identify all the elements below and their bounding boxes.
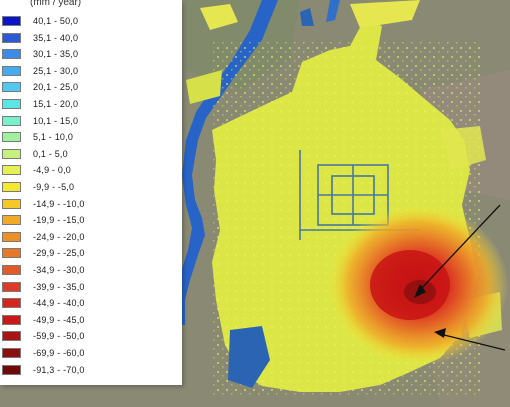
legend-swatch: [2, 314, 21, 325]
legend-row: -4,9 - 0,0: [2, 164, 177, 177]
legend-swatch: [2, 364, 21, 375]
legend-label: -34,9 - -30,0: [33, 265, 85, 275]
legend-swatch: [2, 248, 21, 259]
legend-row: -19,9 - -15,0: [2, 214, 177, 227]
legend-row: -44,9 - -40,0: [2, 297, 177, 310]
legend-row: -69,9 - -60,0: [2, 347, 177, 360]
river: [172, 0, 278, 325]
legend-swatch: [2, 148, 21, 159]
legend-swatch: [2, 265, 21, 275]
legend-swatch: [2, 215, 21, 226]
pond-south: [228, 326, 270, 388]
legend-swatch: [2, 281, 21, 292]
legend-label: 25,1 - 30,0: [33, 65, 79, 76]
legend-row: 25,1 - 30,0: [2, 65, 177, 78]
legend-label: -59,9 - -50,0: [33, 331, 85, 342]
legend-label: 40,1 - 50,0: [33, 16, 79, 26]
legend-title: (mm / year): [30, 0, 82, 8]
legend-swatch: [2, 165, 21, 176]
legend-swatch: [2, 115, 21, 126]
legend-swatch: [2, 132, 21, 143]
legend-label: 0,1 - 5,0: [33, 148, 68, 159]
legend-label: -49,9 - -45,0: [33, 314, 85, 325]
pond-north: [300, 8, 314, 26]
legend-label: -29,9 - -25,0: [33, 248, 85, 259]
legend-label: 15,1 - 20,0: [33, 99, 79, 109]
legend-row: -14,9 - -10,0: [2, 198, 177, 211]
legend-swatch: [2, 231, 21, 242]
legend-swatch: [2, 182, 21, 192]
legend-label: -91,3 - -70,0: [33, 364, 85, 375]
river-branch: [326, 0, 340, 22]
legend-swatch: [2, 82, 21, 93]
legend-row: -29,9 - -25,0: [2, 247, 177, 260]
legend-label: 10,1 - 15,0: [33, 115, 79, 126]
legend-label: 30,1 - 35,0: [33, 49, 79, 60]
legend-row: 15,1 - 20,0: [2, 98, 177, 111]
stable-patch-north: [200, 4, 238, 30]
legend-row: 10,1 - 15,0: [2, 115, 177, 128]
legend-row: -91,3 - -70,0: [2, 364, 177, 377]
legend-swatch: [2, 32, 21, 43]
legend-row: 20,1 - 25,0: [2, 81, 177, 94]
legend-swatch: [2, 331, 21, 342]
legend-swatch: [2, 65, 21, 76]
legend-row: -39,9 - -35,0: [2, 281, 177, 294]
legend-row: 40,1 - 50,0: [2, 15, 177, 28]
legend-swatch: [2, 198, 21, 209]
legend-label: -19,9 - -15,0: [33, 215, 85, 226]
stable-patch-east: [440, 126, 486, 170]
velocity-legend: (mm / year) 40,1 - 50,0 35,1 - 40,0 30,1 -…: [0, 0, 182, 385]
legend-row: -49,9 - -45,0: [2, 314, 177, 327]
stable-patch-northeast: [350, 0, 420, 28]
legend-swatch: [2, 49, 21, 60]
stable-patch-west: [186, 70, 222, 104]
legend-row: 30,1 - 35,0: [2, 48, 177, 61]
annotation-arrow-upper: [414, 204, 501, 298]
legend-row: 5,1 - 10,0: [2, 131, 177, 144]
legend-row: -24,9 - -20,0: [2, 231, 177, 244]
legend-label: -44,9 - -40,0: [33, 298, 85, 309]
legend-label: 35,1 - 40,0: [33, 32, 79, 43]
legend-label: -4,9 - 0,0: [33, 165, 72, 176]
legend-label: -14,9 - -10,0: [33, 198, 85, 209]
legend-label: -24,9 - -20,0: [33, 231, 85, 242]
legend-swatch: [2, 298, 21, 309]
legend-label: -39,9 - -35,0: [33, 281, 85, 292]
legend-row: 0,1 - 5,0: [2, 148, 177, 161]
legend-swatch: [2, 348, 21, 358]
legend-row: -59,9 - -50,0: [2, 330, 177, 343]
legend-label: 20,1 - 25,0: [33, 82, 79, 93]
annotation-arrow-lower: [434, 328, 506, 351]
legend-label: -9,9 - -5,0: [33, 182, 75, 192]
legend-row: -34,9 - -30,0: [2, 264, 177, 277]
legend-swatch: [2, 99, 21, 109]
legend-label: -69,9 - -60,0: [33, 348, 85, 358]
legend-row: -9,9 - -5,0: [2, 181, 177, 194]
legend-row: 35,1 - 40,0: [2, 32, 177, 45]
legend-swatch: [2, 16, 21, 26]
legend-label: 5,1 - 10,0: [33, 132, 74, 143]
